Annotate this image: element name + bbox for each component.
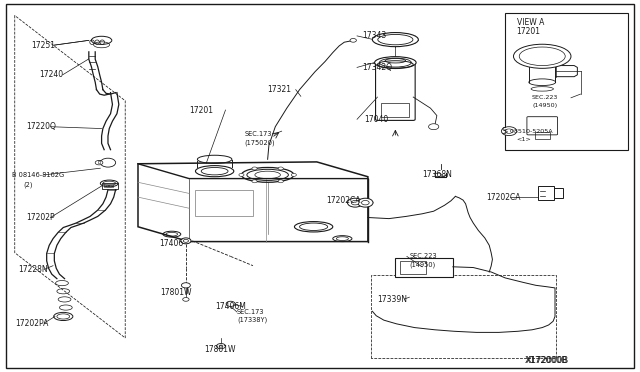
Circle shape [435, 173, 442, 177]
Text: SEC.173: SEC.173 [244, 131, 272, 137]
Text: 17040: 17040 [365, 115, 389, 124]
Text: 17201: 17201 [516, 26, 541, 36]
Bar [104, 184, 108, 187]
Text: 17251: 17251 [31, 41, 55, 50]
Text: SEC.173: SEC.173 [237, 309, 264, 315]
Text: (17338Y): (17338Y) [237, 317, 268, 323]
Text: 17368N: 17368N [422, 170, 452, 179]
Text: 17343: 17343 [362, 31, 387, 41]
Text: 17202PA: 17202PA [15, 319, 48, 328]
Circle shape [350, 38, 356, 42]
Text: 17801W: 17801W [161, 288, 192, 297]
Text: 17202CA: 17202CA [326, 196, 361, 205]
Bar [554, 188, 563, 198]
Bar [401, 261, 426, 274]
Bar [109, 184, 113, 187]
Text: SEC.223: SEC.223 [532, 95, 558, 100]
Circle shape [278, 167, 284, 170]
Text: S 08510-5205A: S 08510-5205A [504, 129, 552, 134]
Bar [195, 190, 253, 216]
Ellipse shape [372, 33, 419, 46]
Circle shape [429, 124, 439, 130]
Circle shape [358, 198, 373, 207]
Circle shape [291, 173, 296, 176]
Text: X172000B: X172000B [524, 356, 568, 365]
Circle shape [182, 298, 189, 301]
Text: (2): (2) [23, 182, 33, 188]
Circle shape [100, 158, 116, 167]
Circle shape [351, 201, 359, 205]
Ellipse shape [374, 57, 416, 68]
Circle shape [278, 180, 284, 183]
Circle shape [180, 238, 191, 244]
Circle shape [219, 345, 223, 347]
Ellipse shape [513, 44, 571, 68]
Text: (175020): (175020) [244, 139, 275, 145]
Text: 17201: 17201 [189, 106, 213, 115]
Text: S: S [502, 126, 506, 136]
Text: 17406: 17406 [159, 239, 183, 248]
Text: B 08146-8162G: B 08146-8162G [12, 172, 64, 178]
Text: VIEW A: VIEW A [516, 19, 544, 28]
Text: B: B [97, 160, 100, 165]
Circle shape [95, 160, 103, 165]
Text: 17220Q: 17220Q [26, 122, 56, 131]
Text: X172000B: X172000B [525, 356, 569, 365]
Circle shape [252, 180, 257, 183]
Text: 17801W: 17801W [204, 344, 236, 353]
Circle shape [226, 301, 235, 307]
Bar [396, 258, 453, 277]
Circle shape [252, 167, 257, 170]
Circle shape [239, 173, 244, 176]
Circle shape [505, 129, 513, 134]
Text: (14950): (14950) [410, 261, 436, 268]
Text: 17406M: 17406M [215, 302, 246, 311]
Bar [102, 183, 118, 189]
Text: SEC.223: SEC.223 [410, 253, 437, 259]
Circle shape [181, 283, 190, 288]
Text: 17339N: 17339N [378, 295, 408, 304]
Bar [381, 103, 410, 118]
Circle shape [362, 201, 369, 205]
Bar [538, 186, 554, 200]
Bar [534, 132, 550, 138]
Bar [505, 13, 628, 150]
Text: 17202CA: 17202CA [486, 193, 520, 202]
Circle shape [348, 198, 363, 207]
Text: (14950): (14950) [532, 103, 557, 108]
Circle shape [216, 343, 225, 349]
Text: 17342Q: 17342Q [362, 63, 392, 72]
Text: <1>: <1> [516, 137, 532, 142]
Text: 17202P: 17202P [26, 213, 55, 222]
Text: 17228N: 17228N [19, 265, 48, 274]
Text: 17321: 17321 [268, 85, 292, 94]
FancyBboxPatch shape [527, 117, 557, 135]
Circle shape [183, 239, 188, 242]
Circle shape [501, 127, 516, 136]
Text: 17240: 17240 [39, 70, 63, 79]
